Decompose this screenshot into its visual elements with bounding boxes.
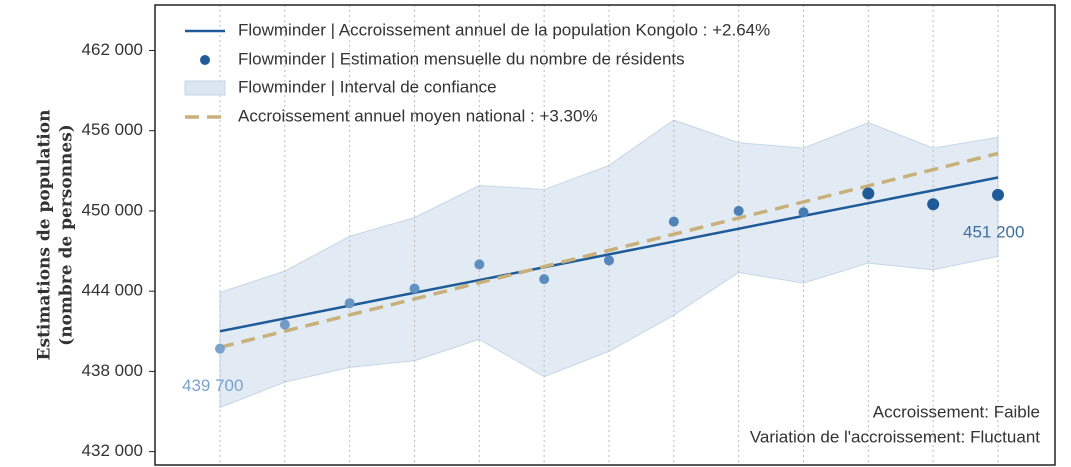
- data-label: 439 700: [182, 376, 243, 395]
- data-point: [604, 255, 614, 266]
- data-point: [409, 283, 420, 294]
- data-point: [992, 188, 1004, 201]
- y-tick-label: 450 000: [82, 200, 143, 219]
- data-point: [733, 205, 744, 216]
- data-label: 451 200: [963, 222, 1024, 241]
- legend-label: Flowminder | Accroissement annuel de la …: [238, 20, 770, 39]
- data-point: [474, 259, 485, 270]
- y-tick-label: 432 000: [82, 441, 143, 460]
- annotation: Variation de l'accroissement: Fluctuant: [750, 427, 1040, 446]
- y-axis-label: (nombre de personnes): [57, 124, 77, 346]
- legend-label: Flowminder | Estimation mensuelle du nom…: [238, 49, 685, 68]
- data-point: [215, 343, 225, 354]
- legend-swatch: [200, 55, 210, 65]
- legend-swatch: [184, 80, 226, 96]
- data-point: [279, 319, 290, 330]
- annotation: Accroissement: Faible: [873, 402, 1040, 421]
- y-tick-label: 438 000: [82, 361, 143, 380]
- plot-frame: [154, 4, 1056, 466]
- data-point: [344, 298, 355, 309]
- y-tick-label: 456 000: [82, 120, 143, 139]
- y-axis-label: Estimations de population: [35, 110, 55, 361]
- data-point: [798, 207, 809, 218]
- data-point: [927, 198, 940, 211]
- data-point: [539, 274, 550, 285]
- legend-label: Accroissement annuel moyen national : +3…: [238, 106, 598, 125]
- points-layer: [215, 187, 1004, 354]
- data-point: [668, 216, 679, 227]
- y-tick-label: 444 000: [82, 281, 143, 300]
- data-point: [862, 187, 875, 200]
- y-tick-label: 462 000: [82, 40, 143, 59]
- labels-layer: 439 700 451 200 Flowminder | Accroissement…: [182, 20, 1024, 395]
- legend-label: Flowminder | Interval de confiance: [238, 77, 497, 96]
- trend-line: [219, 151, 999, 350]
